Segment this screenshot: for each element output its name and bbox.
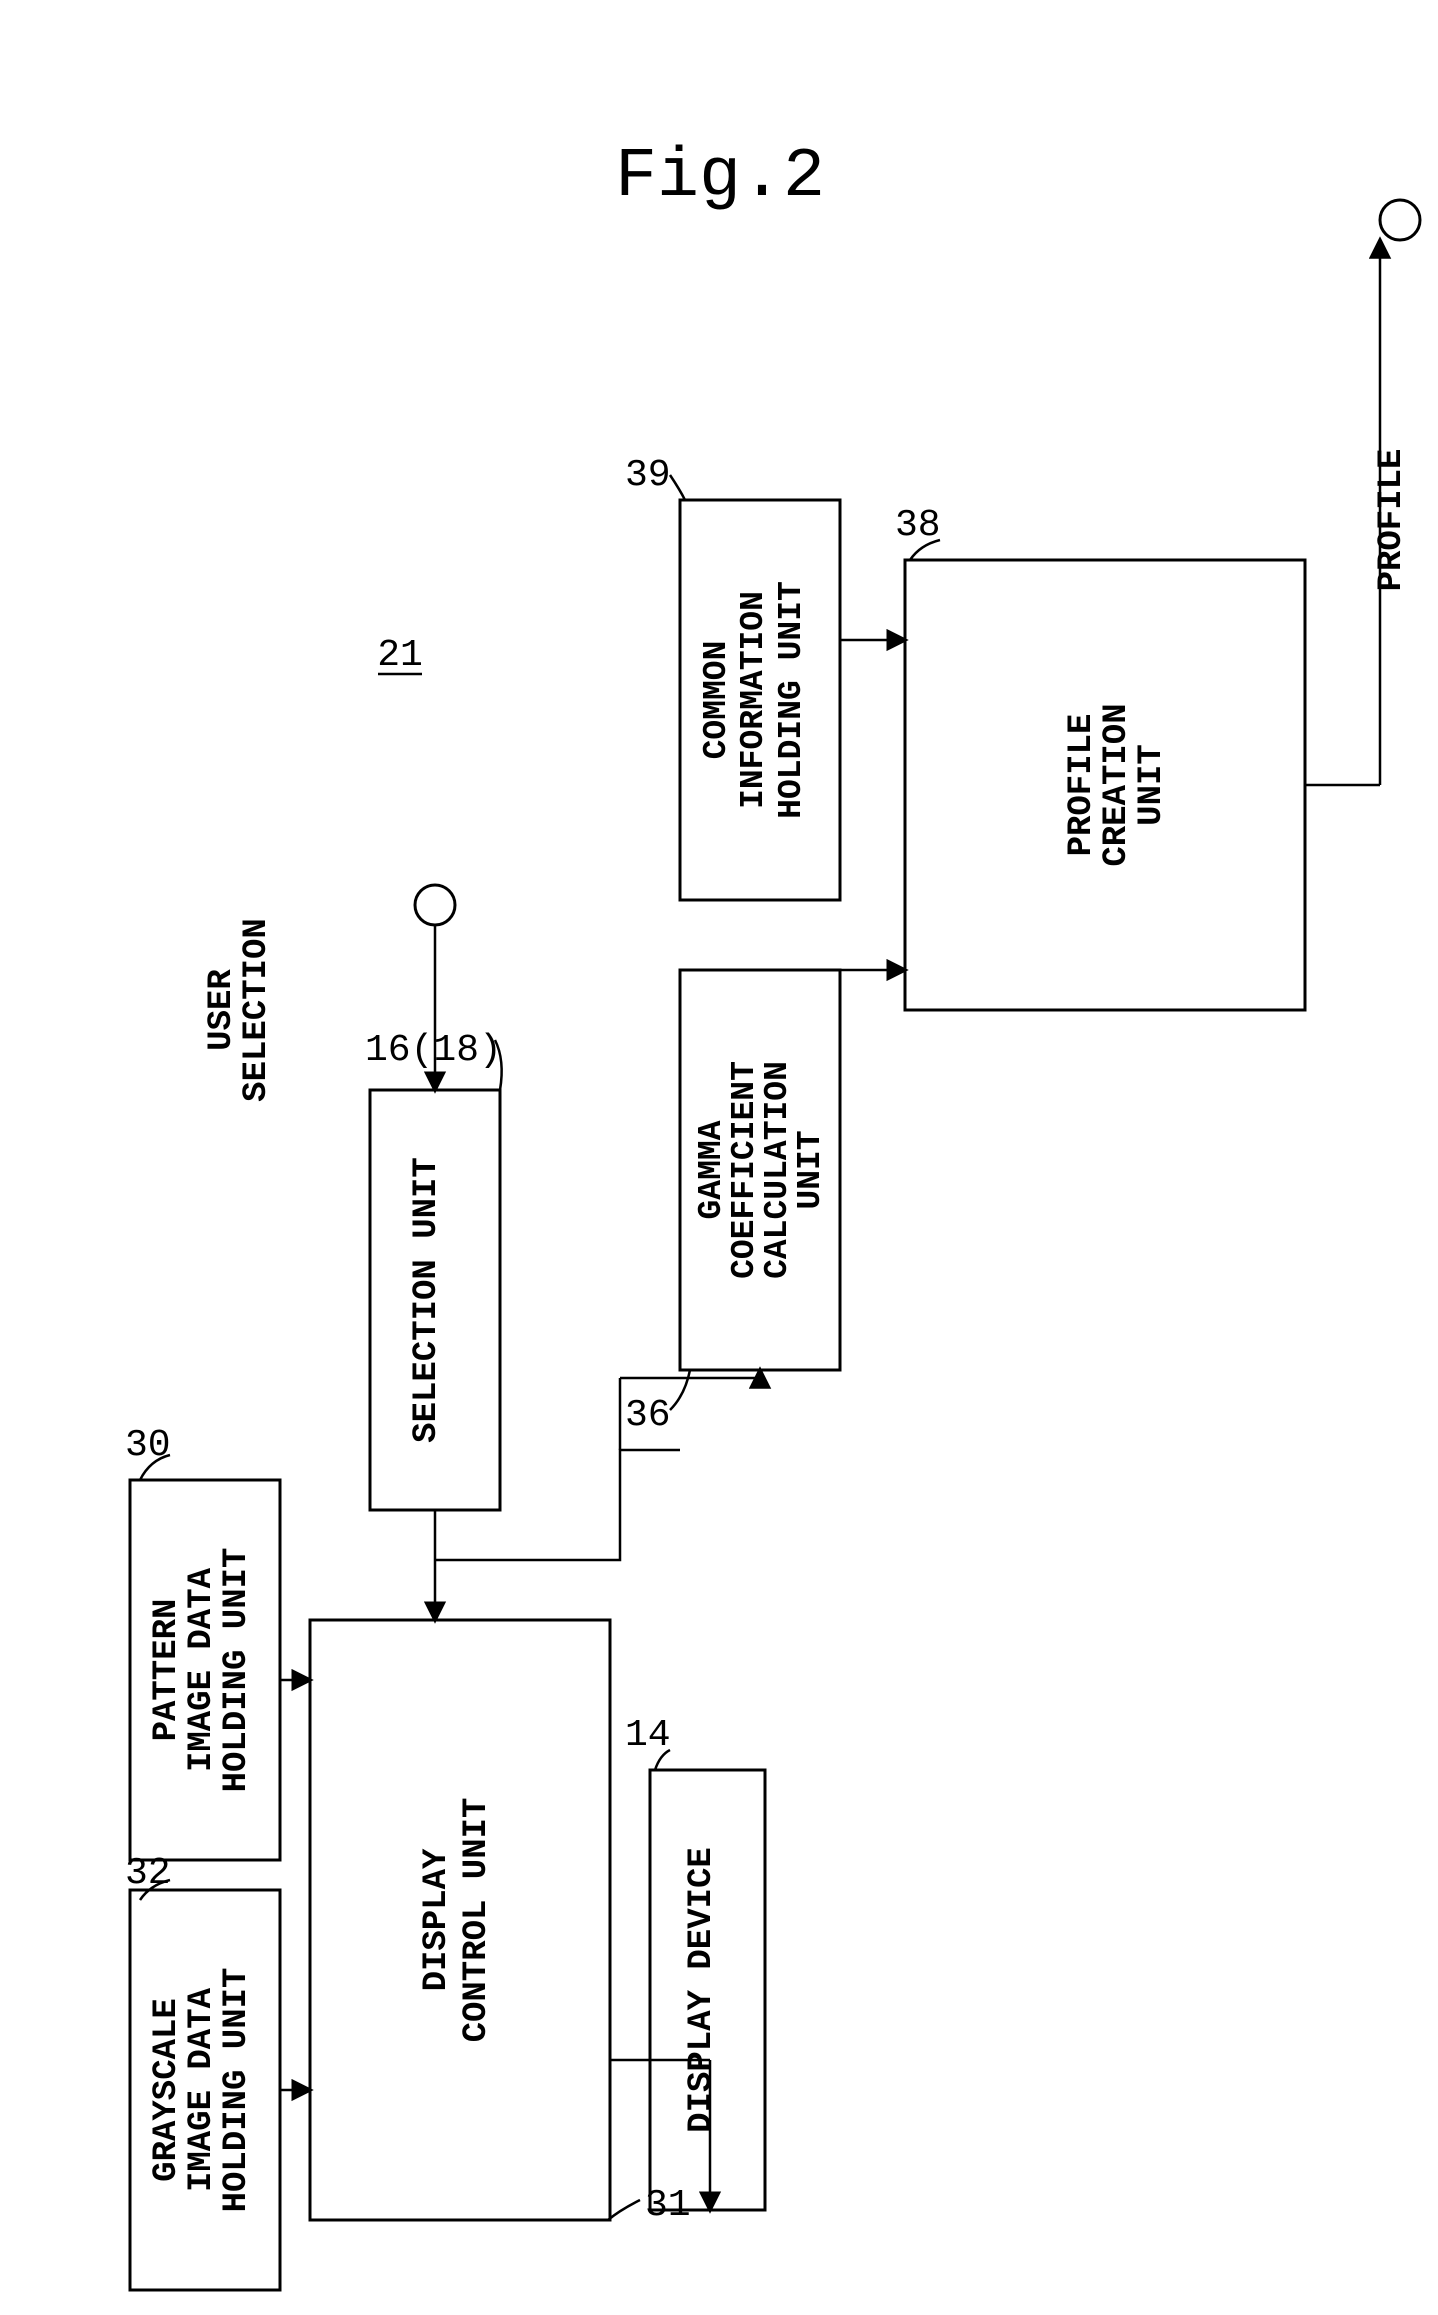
svg-text:HOLDING UNIT: HOLDING UNIT: [218, 1548, 256, 1793]
io-profile-out: PROFILE: [1305, 200, 1420, 785]
ref-39: 39: [625, 454, 671, 497]
ref-16-18: 16(18): [365, 1029, 502, 1072]
svg-text:UNIT: UNIT: [1133, 744, 1171, 826]
svg-text:DISPLAY: DISPLAY: [418, 1848, 456, 1991]
diagram: Fig.2 21 PATTERN IMAGE DATA HOLDING UNIT…: [0, 0, 1438, 2315]
svg-text:PROFILE: PROFILE: [1063, 714, 1101, 857]
node-pattern: PATTERN IMAGE DATA HOLDING UNIT 30: [125, 1424, 280, 1860]
node-grayscale: GRAYSCALE IMAGE DATA HOLDING UNIT 32: [125, 1852, 280, 2290]
node-gamma: GAMMA COEFFICIENT CALCULATION UNIT 36: [625, 970, 840, 1437]
ref-14: 14: [625, 1714, 671, 1757]
node-selection: SELECTION UNIT 16(18): [365, 1029, 502, 1510]
svg-text:INFORMATION: INFORMATION: [735, 591, 772, 809]
svg-text:USER: USER: [203, 969, 241, 1051]
node-common: COMMON INFORMATION HOLDING UNIT 39: [625, 454, 840, 900]
node-display-control: DISPLAY CONTROL UNIT 31: [310, 1620, 691, 2227]
ref-32: 32: [125, 1852, 171, 1895]
figure-title: Fig.2: [615, 138, 825, 217]
page-ref: 21: [377, 634, 423, 677]
svg-text:CREATION: CREATION: [1098, 703, 1136, 866]
svg-text:CALCULATION: CALCULATION: [759, 1061, 796, 1279]
svg-text:SELECTION UNIT: SELECTION UNIT: [408, 1157, 446, 1443]
node-display-device: DISPLAY DEVICE 14: [625, 1714, 765, 2210]
svg-text:DISPLAY DEVICE: DISPLAY DEVICE: [683, 1847, 721, 2133]
svg-text:PROFILE: PROFILE: [1373, 449, 1411, 592]
ref-36: 36: [625, 1394, 671, 1437]
svg-text:IMAGE DATA: IMAGE DATA: [183, 1987, 221, 2192]
svg-text:HOLDING UNIT: HOLDING UNIT: [218, 1968, 256, 2213]
ref-38: 38: [895, 504, 941, 547]
edge-selection-to-gamma: [435, 1450, 680, 1560]
ref-30: 30: [125, 1424, 171, 1467]
svg-text:PATTERN: PATTERN: [148, 1599, 186, 1742]
svg-text:HOLDING UNIT: HOLDING UNIT: [773, 581, 810, 819]
svg-text:SELECTION: SELECTION: [238, 918, 276, 1102]
svg-text:CONTROL UNIT: CONTROL UNIT: [458, 1798, 496, 2043]
ref-31: 31: [645, 2184, 691, 2227]
svg-text:UNIT: UNIT: [792, 1130, 829, 1209]
svg-text:COEFFICIENT: COEFFICIENT: [726, 1061, 763, 1279]
node-profile: PROFILE CREATION UNIT 38: [895, 504, 1305, 1010]
svg-text:COMMON: COMMON: [698, 641, 735, 760]
svg-text:IMAGE DATA: IMAGE DATA: [183, 1567, 221, 1772]
svg-text:GRAYSCALE: GRAYSCALE: [148, 1998, 186, 2182]
svg-text:GAMMA: GAMMA: [693, 1120, 730, 1219]
